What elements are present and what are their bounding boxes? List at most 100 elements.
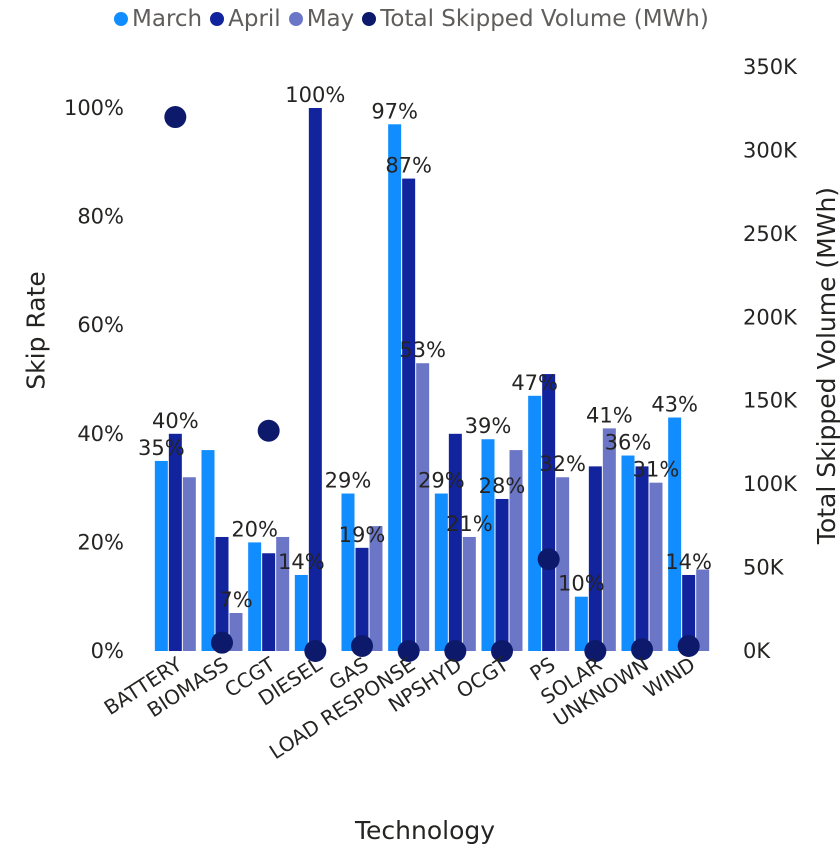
bar (588, 466, 602, 651)
data-label: 19% (339, 523, 386, 547)
bar (448, 433, 462, 651)
data-label: 43% (651, 393, 698, 417)
bar (602, 428, 616, 651)
legend-label: Total Skipped Volume (MWh) (380, 6, 709, 32)
volume-marker (351, 634, 373, 657)
y2-tick-label: 300K (743, 138, 798, 162)
bar (168, 433, 182, 651)
bar (355, 547, 369, 651)
y2-tick-label: 150K (743, 389, 798, 413)
bar (416, 363, 430, 651)
bar (434, 493, 448, 651)
bar (369, 526, 383, 651)
data-label: 21% (446, 512, 493, 536)
bar (668, 417, 682, 651)
volume-marker (211, 631, 233, 654)
data-label: 29% (325, 469, 372, 493)
bar (308, 108, 322, 651)
y2-tick-label: 200K (743, 305, 798, 329)
bar (402, 178, 416, 651)
y-tick-label: 60% (77, 313, 124, 337)
y2-tick-label: 50K (743, 556, 785, 580)
bar (215, 536, 229, 651)
bar (182, 477, 196, 651)
category-label: WIND (639, 652, 699, 703)
legend-item[interactable]: April (210, 6, 281, 32)
bar (574, 596, 588, 651)
data-label: 47% (511, 371, 558, 395)
data-label: 20% (231, 517, 278, 541)
data-label: 14% (665, 550, 712, 574)
y-tick-label: 40% (77, 422, 124, 446)
bar (201, 450, 215, 651)
bar (682, 574, 696, 651)
data-label: 97% (371, 99, 418, 123)
bar (509, 450, 523, 651)
y2-axis-title: Total Skipped Volume (MWh) (811, 186, 840, 544)
legend-label: March (132, 6, 203, 32)
bar (696, 569, 710, 651)
volume-marker (537, 548, 560, 571)
legend-label: May (306, 6, 355, 32)
bar (649, 482, 663, 651)
legend-item[interactable]: March (114, 6, 202, 32)
data-label: 28% (479, 474, 526, 498)
y2-tick-label: 0K (743, 639, 771, 663)
bar (556, 477, 570, 651)
data-label: 32% (539, 452, 586, 476)
volume-marker (631, 638, 653, 661)
legend-label: April (228, 6, 281, 32)
data-label: 41% (586, 403, 633, 427)
volume-marker (677, 634, 700, 657)
y2-tick-label: 250K (743, 222, 798, 246)
y2-tick-label: 350K (743, 55, 798, 79)
data-label: 31% (633, 458, 680, 482)
volume-marker (304, 640, 327, 662)
y2-tick-label: 100K (743, 472, 798, 496)
data-label: 10% (558, 572, 605, 596)
data-label: 40% (152, 409, 199, 433)
data-label: 14% (278, 550, 325, 574)
legend-marker (210, 12, 225, 26)
y-tick-label: 80% (77, 205, 124, 229)
y-tick-label: 20% (77, 530, 124, 554)
legend-item[interactable]: May (288, 6, 355, 32)
bar (294, 574, 308, 651)
volume-marker (164, 106, 187, 129)
data-label: 36% (605, 431, 652, 455)
bar (154, 460, 168, 651)
data-label: 7% (219, 588, 252, 612)
legend-marker (114, 12, 128, 26)
volume-marker (397, 640, 420, 662)
y-tick-label: 100% (64, 96, 124, 120)
y-tick-label: 0% (91, 639, 124, 663)
bar (276, 536, 290, 651)
bar (262, 553, 276, 651)
volume-marker (257, 419, 280, 442)
volume-marker (491, 640, 513, 662)
data-label: 53% (399, 338, 446, 362)
bar (481, 439, 495, 651)
bar (495, 498, 509, 651)
data-label: 35% (138, 436, 185, 460)
bar (542, 374, 556, 651)
legend-item[interactable]: Total Skipped Volume (MWh) (362, 6, 709, 32)
legend-marker (288, 12, 303, 26)
x-axis-title: Technology (355, 816, 496, 845)
volume-marker (584, 640, 607, 662)
bar (621, 455, 635, 651)
bar (635, 466, 649, 651)
y-axis-title: Skip Rate (21, 270, 51, 390)
data-label: 29% (418, 469, 465, 493)
bar (248, 542, 262, 651)
data-label: 100% (285, 83, 345, 107)
legend: March April May Total Skipped Volume (MWh) (114, 6, 717, 32)
data-label: 39% (465, 414, 512, 438)
bar (528, 395, 542, 651)
volume-marker (444, 640, 467, 662)
data-label: 87% (385, 154, 432, 178)
bar (462, 536, 476, 651)
bar (341, 493, 355, 651)
legend-marker (362, 12, 377, 26)
